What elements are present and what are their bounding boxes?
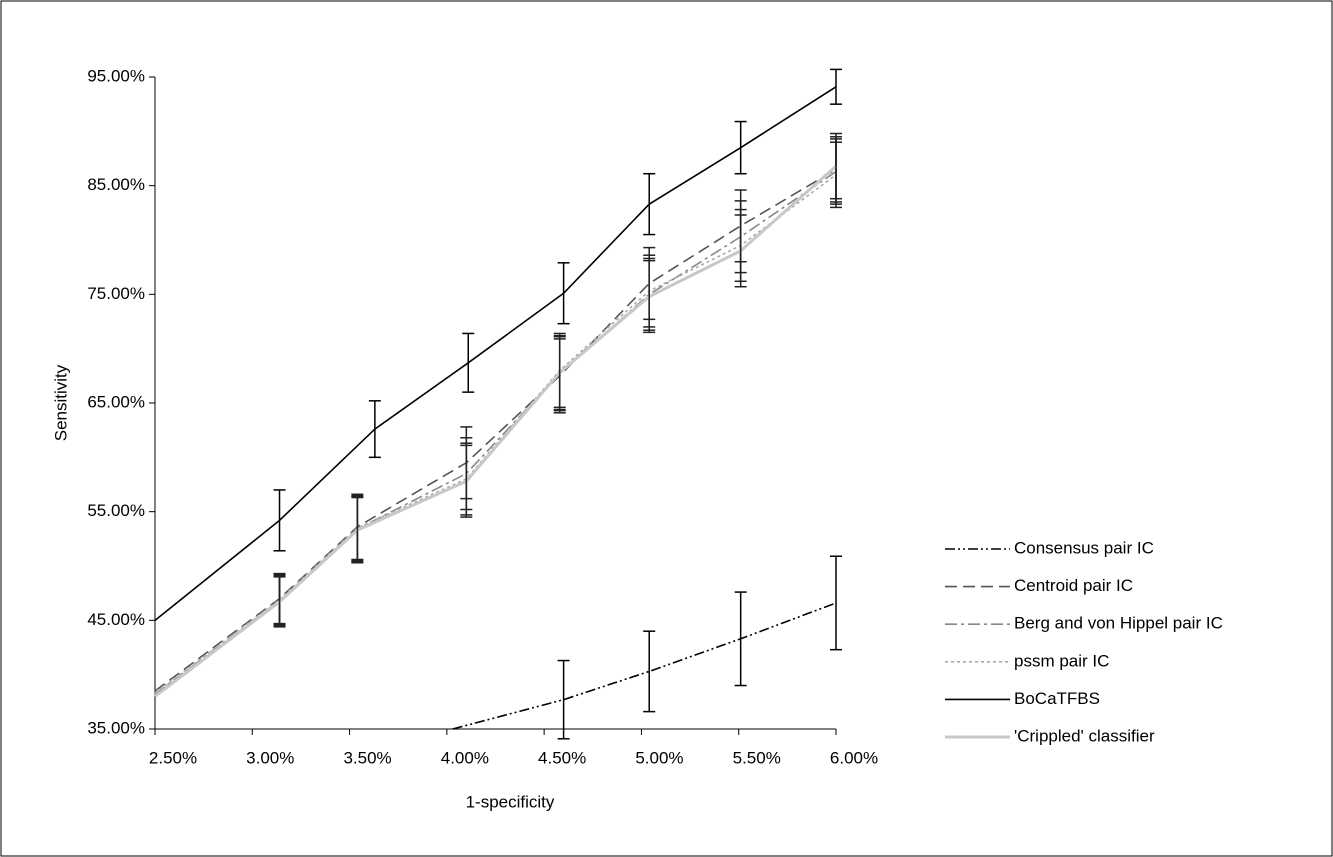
x-tick-label: 3.00% [246, 748, 294, 767]
legend-label: pssm pair IC [1014, 651, 1109, 670]
series-line [154, 170, 837, 695]
series-line [452, 602, 837, 730]
legend-label: BoCaTFBS [1014, 689, 1100, 708]
legend-label: 'Crippled' classifier [1014, 726, 1155, 745]
y-tick-label: 85.00% [87, 175, 145, 194]
y-axis-label: Sensitivity [51, 364, 70, 441]
legend-label: Consensus pair IC [1014, 538, 1154, 557]
x-tick-label: 5.50% [733, 748, 781, 767]
legend-label: Centroid pair IC [1014, 576, 1133, 595]
y-tick-label: 75.00% [87, 284, 145, 303]
y-tick-label: 55.00% [87, 501, 145, 520]
legend-label: Berg and von Hippel pair IC [1014, 614, 1223, 633]
x-tick-label: 5.00% [635, 748, 683, 767]
series-line [154, 86, 837, 621]
x-tick-label: 3.50% [343, 748, 391, 767]
y-tick-label: 65.00% [87, 392, 145, 411]
x-tick-label: 2.50% [149, 748, 197, 767]
x-axis-label: 1-specificity [466, 792, 555, 811]
y-tick-label: 45.00% [87, 610, 145, 629]
y-tick-label: 95.00% [87, 66, 145, 85]
y-tick-label: 35.00% [87, 718, 145, 737]
x-tick-label: 4.00% [441, 748, 489, 767]
x-tick-label: 4.50% [538, 748, 586, 767]
x-tick-label: 6.00% [830, 748, 878, 767]
series-line [154, 164, 837, 698]
